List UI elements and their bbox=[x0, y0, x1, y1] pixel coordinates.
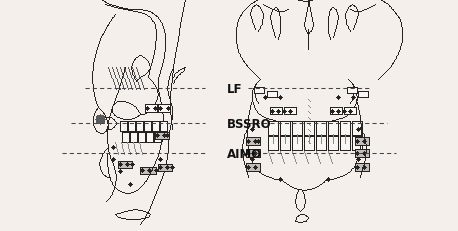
Text: AIMO: AIMO bbox=[227, 147, 262, 160]
Text: BSSRO: BSSRO bbox=[227, 117, 271, 130]
Text: LF: LF bbox=[227, 82, 242, 95]
